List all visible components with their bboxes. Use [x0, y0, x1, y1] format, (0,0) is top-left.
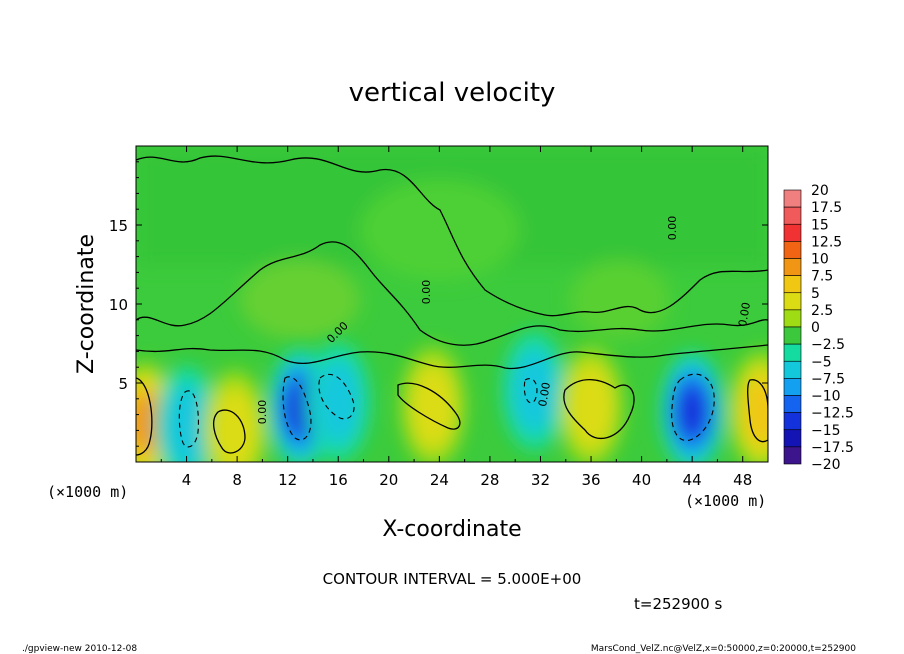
downdraft-contour-5 — [671, 373, 715, 442]
colorbar-label: −20 — [811, 457, 841, 473]
contour-interval-label: CONTOUR INTERVAL = 5.000E+00 — [323, 570, 582, 588]
colorbar-swatch — [783, 378, 802, 396]
footer-right: MarsCond_VelZ.nc@VelZ,x=0:50000,z=0:2000… — [591, 644, 856, 654]
y-tick-label: 5 — [118, 375, 128, 393]
y-axis-title: Z-coordinate — [74, 234, 99, 374]
colorbar-swatch — [783, 258, 802, 276]
contour-lines — [136, 155, 768, 456]
colorbar-swatch — [783, 206, 802, 225]
colorbar-swatch — [783, 326, 802, 345]
plot-area: 0.000.000.000.000.000.00 4 8 12 16 20 24 28 32 3… — [109, 145, 769, 489]
downdraft-contours — [178, 373, 715, 448]
x-axis-title: X-coordinate — [382, 517, 521, 542]
velocity-cell-3 — [202, 370, 267, 462]
zero-contour-upper — [136, 155, 768, 317]
x-tick-label: 8 — [232, 471, 242, 489]
x-tick-label: 16 — [329, 471, 348, 489]
time-label: t=252900 s — [634, 595, 722, 613]
colorbar-swatch — [783, 241, 802, 259]
colorbar-label: 15 — [811, 217, 829, 233]
colorbar-swatch — [783, 292, 802, 311]
x-tick-label: 40 — [632, 471, 651, 489]
footer-left: ./gpview-new 2010-12-08 — [22, 644, 137, 654]
y-tick-label: 10 — [109, 296, 128, 314]
colorbar-label: −12.5 — [811, 406, 854, 422]
downdraft-contour-4 — [523, 378, 538, 404]
colorbar-swatch — [783, 275, 802, 294]
colorbar-label: 0 — [811, 320, 820, 336]
colorbar-swatch — [783, 395, 802, 413]
x-tick-label: 4 — [182, 471, 192, 489]
velocity-cell-2 — [154, 365, 219, 462]
x-tick-label: 24 — [430, 471, 449, 489]
contour-label: 0.00 — [736, 301, 753, 327]
x-tick-label: 20 — [379, 471, 398, 489]
colorbar-label: −15 — [811, 423, 841, 439]
velocity-cell-8 — [559, 346, 624, 462]
colorbar-swatch — [783, 412, 802, 431]
colorbar-label: 20 — [811, 183, 829, 199]
updraft-contour-1 — [136, 377, 153, 456]
colorbar-swatch — [783, 360, 802, 379]
colorbar-label: 10 — [811, 252, 829, 268]
colorbar-label: 5 — [811, 286, 820, 302]
colorbar-label: 12.5 — [811, 234, 842, 250]
updraft-contour-3 — [397, 382, 461, 430]
y-axis-ticks: 5 10 15 — [109, 161, 768, 447]
colorbar-label: −17.5 — [811, 440, 854, 456]
colorbar-swatch — [783, 189, 802, 208]
x-tick-label: 12 — [278, 471, 297, 489]
x-axis-unit-left: (×1000 m) — [47, 483, 128, 501]
colorbar-label: −2.5 — [811, 337, 845, 353]
contour-label: 0.00 — [256, 400, 269, 425]
updraft-contour-2 — [212, 409, 246, 454]
x-tick-label: 44 — [683, 471, 702, 489]
x-tick-label: 32 — [531, 471, 550, 489]
downdraft-contour-2 — [282, 376, 312, 441]
updraft-contour-4 — [563, 378, 635, 439]
colorbar-label: −7.5 — [811, 371, 845, 387]
colorbar-swatch — [783, 309, 802, 328]
colorbar-swatch — [783, 223, 802, 242]
downdraft-contour-3 — [318, 373, 355, 420]
x-tick-label: 36 — [581, 471, 600, 489]
colorbar-swatch — [783, 446, 802, 465]
colorbar-label: −10 — [811, 389, 841, 405]
updraft-contour-5 — [747, 379, 768, 443]
colorbar-label: 17.5 — [811, 200, 842, 216]
x-axis-unit-right: (×1000 m) — [685, 492, 766, 510]
x-axis-ticks: 4 8 12 16 20 24 28 32 36 40 44 48 — [160, 146, 752, 489]
colorbar-label: −5 — [811, 354, 832, 370]
y-tick-label: 15 — [109, 217, 128, 235]
velocity-cell-9 — [660, 351, 725, 462]
colorbar-label: 2.5 — [811, 303, 833, 319]
colorbar-swatch — [783, 343, 802, 362]
contour-label: 0.00 — [420, 280, 433, 305]
zero-contour-mid — [136, 241, 768, 346]
contour-label: 0.00 — [666, 216, 679, 241]
colorbar-label: 7.5 — [811, 269, 833, 285]
velocity-cell-7 — [502, 330, 567, 451]
contour-label: 0.00 — [536, 381, 553, 407]
velocity-cell-5 — [306, 341, 371, 462]
x-tick-label: 28 — [480, 471, 499, 489]
chart-title: vertical velocity — [349, 78, 556, 108]
downdraft-contour-1 — [178, 390, 199, 448]
velocity-field — [136, 146, 768, 462]
zero-contour-lower — [136, 344, 768, 370]
colorbar-swatch — [783, 429, 802, 448]
x-tick-label: 48 — [733, 471, 752, 489]
